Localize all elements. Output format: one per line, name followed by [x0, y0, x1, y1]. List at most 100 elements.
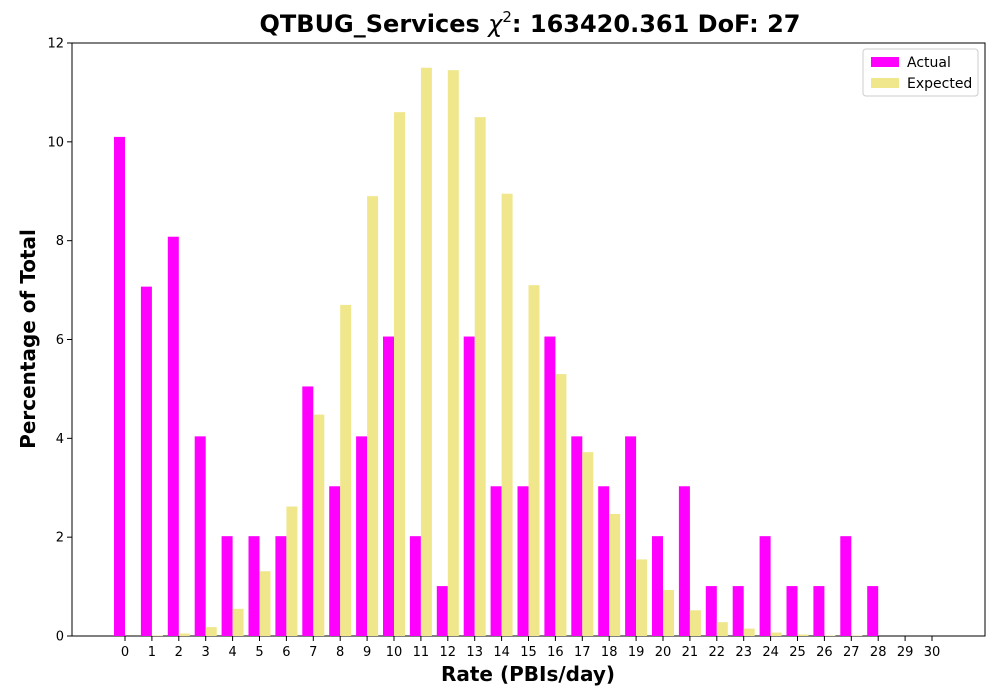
bar-actual-26 — [813, 586, 825, 636]
x-tick-label: 27 — [843, 645, 860, 660]
x-tick-label: 12 — [440, 645, 457, 660]
bar-expected-25 — [797, 634, 809, 636]
bar-expected-24 — [770, 632, 782, 636]
x-tick-label: 6 — [282, 645, 290, 660]
bar-expected-16 — [555, 374, 567, 636]
x-axis-ticks: 0 1 2 3 4 5 6 7 8 9 10 11 12 13 14 15 16 17 18 19 20 21 22 23 24… — [121, 636, 940, 660]
bar-expected-18 — [609, 513, 621, 636]
x-tick-label: 9 — [363, 645, 371, 660]
x-tick-label: 19 — [628, 645, 645, 660]
y-tick-label: 10 — [47, 135, 64, 150]
x-tick-label: 0 — [121, 645, 129, 660]
bar-expected-10 — [394, 112, 405, 636]
bar-actual-23 — [732, 586, 744, 636]
bar-expected-12 — [447, 70, 459, 636]
x-tick-label: 25 — [789, 645, 806, 660]
x-tick-label: 20 — [655, 645, 672, 660]
bar-actual-11 — [409, 536, 421, 636]
chart-title-exponent: 2 — [502, 8, 512, 26]
y-axis-label: Percentage of Total — [16, 229, 40, 449]
bar-actual-1 — [140, 286, 152, 636]
x-tick-label: 8 — [336, 645, 344, 660]
chart-title-chi: χ — [486, 10, 503, 38]
y-tick-label: 4 — [56, 432, 64, 447]
x-tick-label: 30 — [924, 645, 941, 660]
y-tick-label: 2 — [56, 531, 64, 546]
bars-group — [114, 67, 879, 637]
bar-expected-15 — [528, 285, 540, 636]
chart-title-main: QTBUG_Services — [260, 10, 489, 38]
bar-actual-6 — [275, 536, 287, 636]
bar-expected-3 — [205, 627, 217, 636]
y-tick-label: 12 — [47, 37, 64, 52]
bar-actual-0 — [114, 136, 125, 636]
bar-actual-17 — [571, 436, 583, 636]
bar-actual-8 — [329, 486, 341, 636]
bar-expected-6 — [286, 506, 298, 636]
bar-actual-3 — [194, 436, 206, 636]
x-tick-label: 7 — [309, 645, 317, 660]
bar-actual-7 — [302, 386, 314, 636]
bar-actual-5 — [248, 536, 260, 636]
bar-expected-17 — [582, 452, 594, 636]
bar-actual-10 — [383, 336, 394, 636]
bar-actual-25 — [786, 586, 798, 636]
bar-actual-20 — [652, 536, 663, 636]
bar-actual-28 — [867, 586, 879, 636]
bar-actual-16 — [544, 336, 556, 636]
bar-expected-2 — [178, 633, 190, 636]
legend-swatch-actual — [871, 57, 899, 67]
y-tick-label: 0 — [56, 630, 64, 645]
x-tick-label: 24 — [762, 645, 779, 660]
bar-actual-15 — [517, 486, 529, 636]
x-tick-label: 2 — [175, 645, 183, 660]
x-tick-label: 29 — [897, 645, 914, 660]
chart-title: QTBUG_Services χ2: 163420.361 DoF: 27 — [260, 8, 801, 38]
y-tick-label: 6 — [56, 333, 64, 348]
bar-actual-24 — [759, 536, 771, 636]
x-tick-label: 16 — [547, 645, 564, 660]
bar-expected-21 — [689, 610, 701, 636]
bar-expected-13 — [474, 117, 486, 636]
x-axis-label: Rate (PBIs/day) — [441, 662, 615, 686]
bar-actual-13 — [463, 336, 475, 636]
bar-actual-2 — [167, 236, 179, 637]
bar-expected-4 — [232, 608, 244, 636]
bar-actual-22 — [705, 586, 717, 636]
bar-actual-27 — [840, 536, 852, 636]
bar-expected-7 — [313, 414, 325, 636]
bar-actual-18 — [598, 486, 610, 636]
x-tick-label: 28 — [870, 645, 887, 660]
bar-actual-21 — [678, 486, 690, 636]
x-tick-label: 17 — [574, 645, 591, 660]
x-tick-label: 22 — [709, 645, 726, 660]
x-tick-label: 15 — [520, 645, 537, 660]
y-axis-ticks: 0 2 4 6 8 10 12 — [47, 37, 72, 645]
x-tick-label: 26 — [816, 645, 833, 660]
chart-title-rest: : 163420.361 DoF: 27 — [512, 10, 801, 38]
x-tick-label: 1 — [148, 645, 156, 660]
x-tick-label: 14 — [493, 645, 510, 660]
x-tick-label: 10 — [386, 645, 403, 660]
legend-label-expected: Expected — [907, 76, 972, 92]
bar-expected-5 — [259, 571, 271, 636]
bar-actual-12 — [436, 586, 448, 636]
x-tick-label: 5 — [255, 645, 263, 660]
bar-expected-14 — [501, 193, 513, 637]
bar-expected-23 — [743, 628, 755, 636]
bar-actual-4 — [221, 536, 233, 636]
legend: Actual Expected — [862, 48, 979, 97]
x-tick-label: 3 — [202, 645, 210, 660]
bar-expected-9 — [367, 196, 379, 637]
bar-expected-22 — [716, 622, 728, 636]
y-tick-label: 8 — [56, 234, 64, 249]
bar-expected-20 — [663, 590, 674, 636]
x-tick-label: 23 — [735, 645, 752, 660]
x-tick-label: 13 — [466, 645, 483, 660]
bar-expected-19 — [636, 559, 648, 636]
bar-actual-9 — [356, 436, 368, 636]
bar-actual-19 — [625, 436, 637, 636]
x-tick-label: 21 — [682, 645, 699, 660]
x-tick-label: 4 — [228, 645, 236, 660]
